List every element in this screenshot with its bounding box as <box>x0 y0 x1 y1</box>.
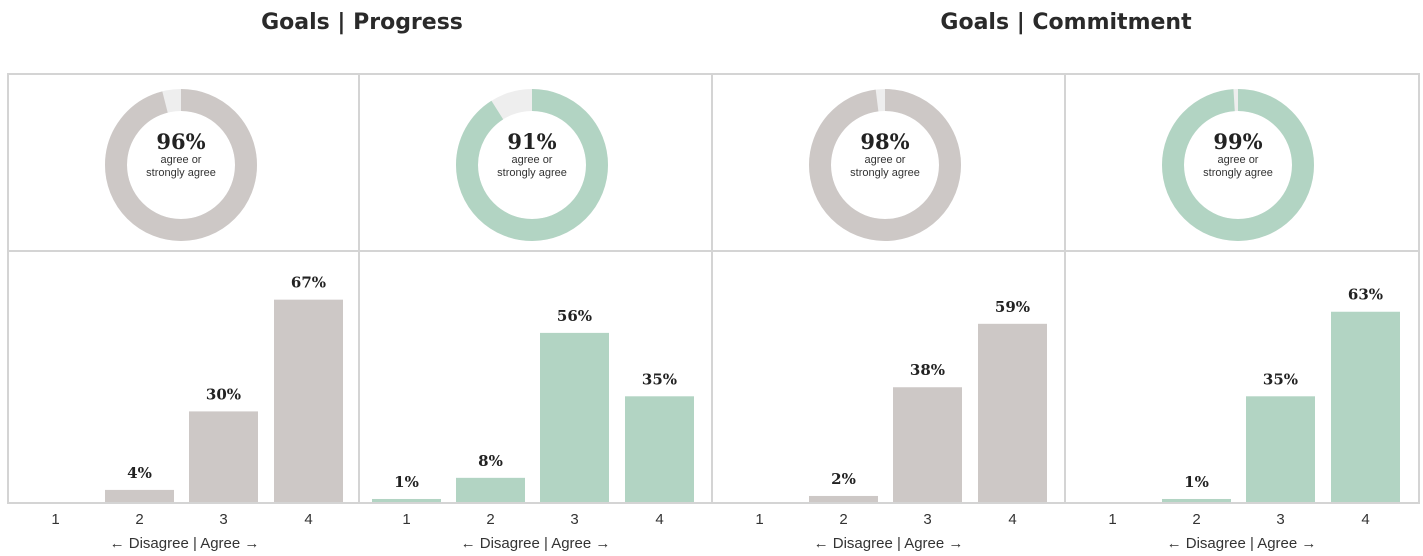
x-tick-label: 3 <box>1276 511 1284 528</box>
x-axis-caption: ← Disagree | Agree → <box>1166 535 1317 552</box>
bar-4 <box>978 323 1047 502</box>
donut-subtitle-line1: agree or <box>160 154 202 166</box>
bar-chart: 1 1% 2 35% 3 63% 4 <box>1108 286 1400 528</box>
bar-value-label: 1% <box>394 473 419 491</box>
x-axis-caption: ← Disagree | Agree → <box>813 535 964 552</box>
bar-value-label: 35% <box>1263 370 1298 388</box>
section-title-commitment: Goals | Commitment <box>940 10 1192 35</box>
donut-chart <box>456 89 608 241</box>
x-tick-label: 1 <box>402 511 410 528</box>
x-tick-label: 3 <box>570 511 578 528</box>
donut-arc <box>809 89 961 241</box>
chart-panel-2: 91% agree or strongly agree 1% 1 8% 2 56% 3 35% 4 ←… <box>360 75 711 555</box>
bar-3 <box>540 332 609 502</box>
bar-value-label: 4% <box>127 464 152 482</box>
bar-2 <box>105 489 174 502</box>
donut-subtitle-line2: strongly agree <box>1203 167 1273 179</box>
donut-center-label: 98% agree or strongly agree <box>807 130 963 180</box>
bar-value-label: 59% <box>995 298 1030 316</box>
x-tick-label: 1 <box>51 511 59 528</box>
donut-center-label: 91% agree or strongly agree <box>454 130 610 180</box>
bar-value-label: 67% <box>291 274 326 292</box>
bar-value-label: 38% <box>910 361 945 379</box>
chart-grid-frame <box>7 73 1420 504</box>
x-tick-label: 2 <box>1192 511 1200 528</box>
donut-subtitle-line2: strongly agree <box>850 167 920 179</box>
x-tick-label: 1 <box>1108 511 1116 528</box>
donut-chart <box>1162 89 1314 241</box>
donut-subtitle-line1: agree or <box>1217 154 1259 166</box>
donut-percent: 98% <box>860 129 910 154</box>
bar-value-label: 63% <box>1348 286 1383 304</box>
bar-3 <box>1246 396 1315 502</box>
donut-subtitle-line2: strongly agree <box>146 167 216 179</box>
bar-3 <box>189 411 258 502</box>
chart-panel-3: 98% agree or strongly agree 1 2% 2 38% 3 59% 4 ← D… <box>713 75 1064 555</box>
x-tick-label: 1 <box>755 511 763 528</box>
donut-percent: 96% <box>156 129 206 154</box>
donut-subtitle-line1: agree or <box>511 154 553 166</box>
bar-3 <box>893 387 962 502</box>
chart-panel-1: 96% agree or strongly agree 1 4% 2 30% 3 67% 4 ← D… <box>9 75 360 555</box>
donut-subtitle-line2: strongly agree <box>497 167 567 179</box>
x-tick-label: 4 <box>655 511 663 528</box>
x-tick-label: 4 <box>304 511 312 528</box>
bar-value-label: 56% <box>557 307 592 325</box>
x-tick-label: 2 <box>486 511 494 528</box>
donut-arc <box>1162 89 1314 241</box>
x-tick-label: 4 <box>1008 511 1016 528</box>
donut-percent: 99% <box>1213 129 1263 154</box>
bar-value-label: 35% <box>642 370 677 388</box>
bar-2 <box>809 495 878 502</box>
section-title-progress: Goals | Progress <box>261 10 463 35</box>
x-tick-label: 3 <box>219 511 227 528</box>
bar-value-label: 2% <box>831 470 856 488</box>
donut-center-label: 96% agree or strongly agree <box>103 130 259 180</box>
bar-2 <box>1162 498 1231 502</box>
grid-divider-3 <box>1064 73 1066 504</box>
bar-4 <box>274 299 343 502</box>
donut-chart <box>809 89 961 241</box>
bar-value-label: 1% <box>1184 473 1209 491</box>
x-tick-label: 4 <box>1361 511 1369 528</box>
donut-percent: 91% <box>507 129 557 154</box>
grid-divider-horizontal <box>7 250 1420 252</box>
x-tick-label: 3 <box>923 511 931 528</box>
bar-chart: 1 2% 2 38% 3 59% 4 <box>755 298 1047 528</box>
bar-value-label: 8% <box>478 452 503 470</box>
x-tick-label: 2 <box>135 511 143 528</box>
grid-divider-2 <box>711 73 713 504</box>
donut-chart <box>105 89 257 241</box>
bar-4 <box>625 396 694 502</box>
x-axis-caption: ← Disagree | Agree → <box>460 535 611 552</box>
bar-2 <box>456 477 525 502</box>
donut-arc <box>456 89 608 241</box>
bar-4 <box>1331 311 1400 502</box>
bar-chart: 1 4% 2 30% 3 67% 4 <box>51 274 343 528</box>
bar-value-label: 30% <box>206 385 241 403</box>
donut-center-label: 99% agree or strongly agree <box>1160 130 1316 180</box>
x-tick-label: 2 <box>839 511 847 528</box>
grid-divider-1 <box>358 73 360 504</box>
chart-panel-4: 99% agree or strongly agree 1 1% 2 35% 3 63% 4 ← D… <box>1066 75 1417 555</box>
donut-subtitle-line1: agree or <box>864 154 906 166</box>
x-axis-caption: ← Disagree | Agree → <box>109 535 260 552</box>
donut-arc <box>105 89 257 241</box>
bar-chart: 1% 1 8% 2 56% 3 35% 4 <box>372 307 694 528</box>
bar-1 <box>372 498 441 502</box>
